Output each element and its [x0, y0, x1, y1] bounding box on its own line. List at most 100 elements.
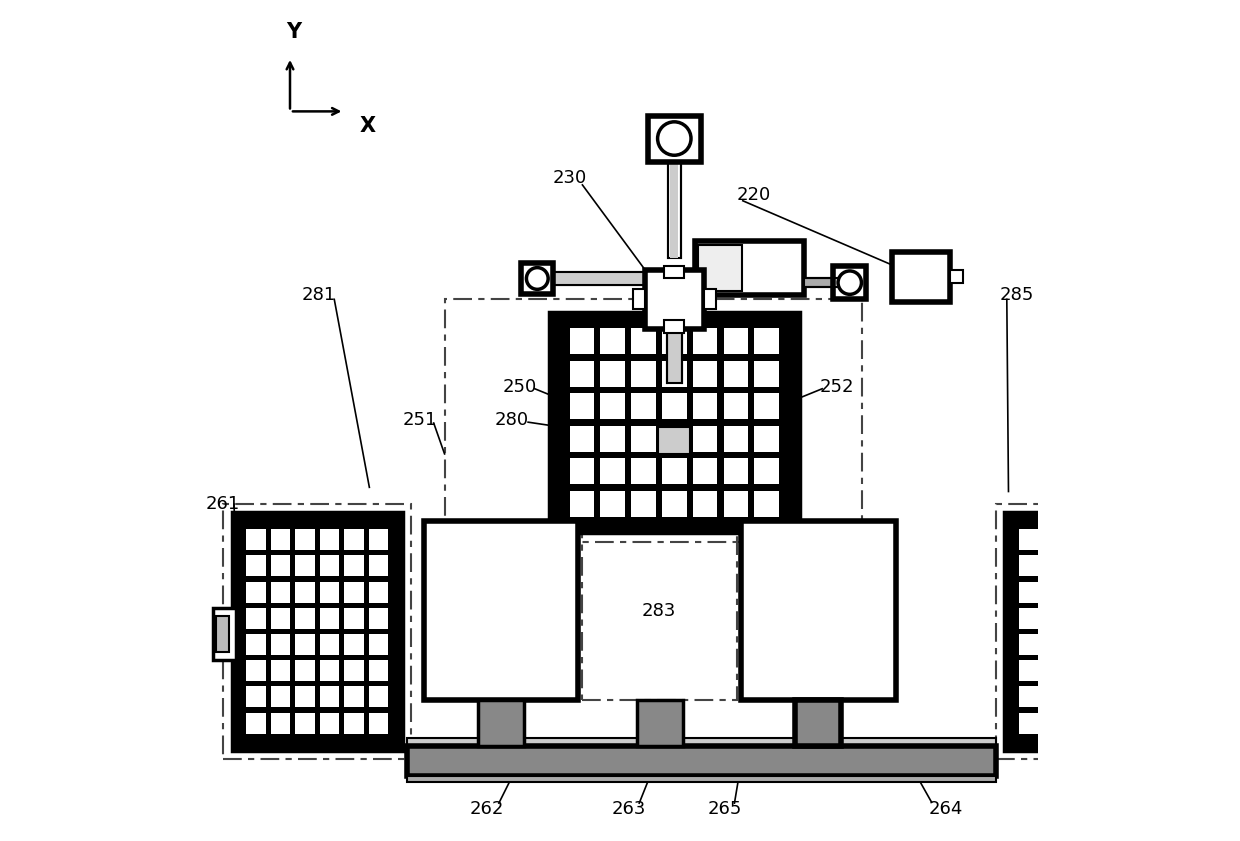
Bar: [724, 361, 748, 387]
Bar: [754, 491, 779, 516]
Text: 284: 284: [801, 602, 836, 620]
Bar: [569, 361, 594, 387]
Bar: [270, 660, 290, 681]
Bar: [345, 556, 363, 576]
Bar: [795, 701, 842, 746]
Bar: [600, 491, 625, 516]
Bar: [320, 556, 340, 576]
Bar: [632, 289, 645, 309]
Bar: [569, 426, 594, 452]
Circle shape: [657, 122, 691, 156]
Bar: [703, 289, 715, 309]
Bar: [553, 272, 653, 285]
Bar: [1043, 712, 1063, 733]
Text: 220: 220: [737, 186, 771, 204]
Bar: [246, 556, 265, 576]
Bar: [600, 394, 625, 420]
Text: 252: 252: [820, 378, 854, 396]
Bar: [246, 608, 265, 629]
Text: 230: 230: [553, 169, 587, 188]
Bar: [223, 504, 412, 759]
Bar: [1019, 582, 1038, 603]
Bar: [1092, 529, 1112, 550]
Bar: [658, 426, 691, 454]
Bar: [600, 361, 625, 387]
Bar: [600, 458, 625, 484]
Bar: [804, 278, 837, 287]
Text: Y: Y: [286, 22, 301, 42]
Bar: [345, 529, 363, 550]
Bar: [270, 712, 290, 733]
Bar: [1117, 556, 1137, 576]
Bar: [1117, 634, 1137, 655]
Bar: [1142, 660, 1161, 681]
Bar: [1043, 556, 1063, 576]
Bar: [345, 712, 363, 733]
Bar: [631, 458, 656, 484]
Bar: [320, 608, 340, 629]
Bar: [295, 712, 315, 733]
Bar: [647, 115, 701, 161]
Bar: [407, 738, 996, 746]
Bar: [693, 394, 718, 420]
Bar: [667, 161, 681, 257]
Bar: [1043, 608, 1063, 629]
Bar: [631, 426, 656, 452]
Bar: [246, 634, 265, 655]
Bar: [1117, 529, 1137, 550]
Text: 280: 280: [495, 411, 528, 430]
Bar: [246, 529, 265, 550]
Bar: [270, 686, 290, 707]
Bar: [1068, 608, 1087, 629]
Bar: [662, 394, 687, 420]
Bar: [295, 634, 315, 655]
Bar: [670, 161, 678, 257]
Bar: [754, 329, 779, 354]
Text: 262: 262: [469, 800, 503, 818]
Bar: [569, 394, 594, 420]
Text: 261: 261: [205, 495, 239, 513]
Bar: [724, 491, 748, 516]
Bar: [1117, 712, 1137, 733]
Bar: [270, 634, 290, 655]
Bar: [270, 529, 290, 550]
Bar: [246, 582, 265, 603]
Bar: [662, 458, 687, 484]
Bar: [295, 608, 315, 629]
Bar: [1068, 712, 1087, 733]
Bar: [368, 712, 388, 733]
Bar: [477, 701, 525, 746]
Bar: [445, 299, 862, 542]
Bar: [636, 701, 683, 746]
Bar: [1142, 556, 1161, 576]
Bar: [521, 262, 553, 294]
Bar: [320, 582, 340, 603]
Bar: [213, 608, 236, 660]
Bar: [754, 458, 779, 484]
Bar: [1043, 582, 1063, 603]
Bar: [665, 320, 684, 333]
Bar: [724, 426, 748, 452]
Circle shape: [838, 271, 862, 294]
Bar: [1004, 512, 1176, 750]
Text: 264: 264: [929, 800, 963, 818]
Bar: [1092, 608, 1112, 629]
Bar: [1142, 608, 1161, 629]
Bar: [270, 608, 290, 629]
Bar: [320, 686, 340, 707]
Bar: [1068, 686, 1087, 707]
Bar: [368, 634, 388, 655]
Bar: [645, 270, 703, 329]
Bar: [345, 608, 363, 629]
Bar: [693, 458, 718, 484]
Bar: [665, 266, 684, 278]
Bar: [295, 686, 315, 707]
Bar: [345, 634, 363, 655]
Bar: [368, 582, 388, 603]
Bar: [295, 556, 315, 576]
Bar: [631, 329, 656, 354]
Bar: [368, 608, 388, 629]
Bar: [1019, 556, 1038, 576]
Bar: [368, 686, 388, 707]
Bar: [1019, 686, 1038, 707]
